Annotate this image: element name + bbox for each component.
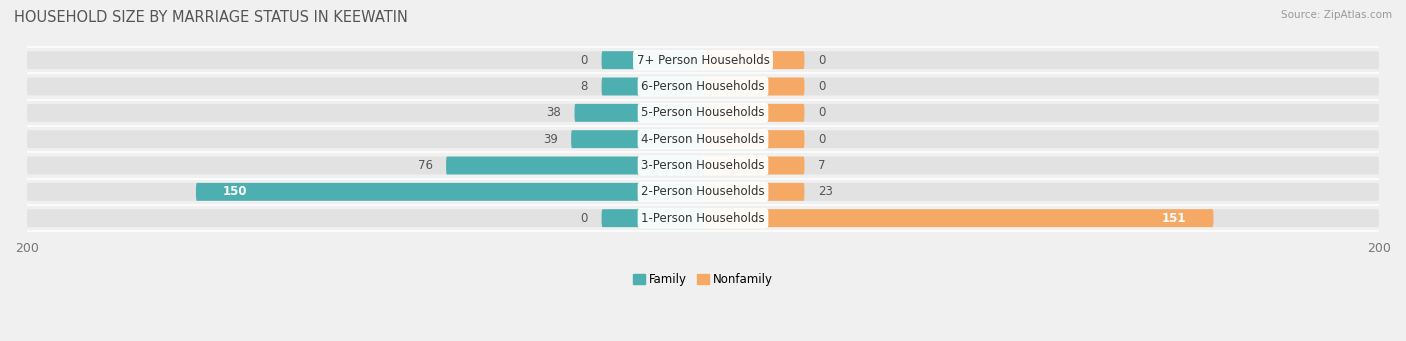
FancyBboxPatch shape xyxy=(575,104,703,122)
FancyBboxPatch shape xyxy=(703,183,804,201)
FancyBboxPatch shape xyxy=(602,51,703,69)
FancyBboxPatch shape xyxy=(195,183,703,201)
Text: Source: ZipAtlas.com: Source: ZipAtlas.com xyxy=(1281,10,1392,20)
Text: 8: 8 xyxy=(581,80,588,93)
Text: 39: 39 xyxy=(543,133,558,146)
FancyBboxPatch shape xyxy=(27,104,1379,122)
Text: 0: 0 xyxy=(818,54,825,67)
Text: 150: 150 xyxy=(224,186,247,198)
FancyBboxPatch shape xyxy=(703,51,804,69)
Text: 0: 0 xyxy=(581,54,588,67)
FancyBboxPatch shape xyxy=(703,209,1213,227)
Legend: Family, Nonfamily: Family, Nonfamily xyxy=(633,273,773,286)
FancyBboxPatch shape xyxy=(602,77,703,95)
Text: 0: 0 xyxy=(818,133,825,146)
Text: 0: 0 xyxy=(818,80,825,93)
FancyBboxPatch shape xyxy=(27,77,1379,95)
FancyBboxPatch shape xyxy=(703,130,804,148)
FancyBboxPatch shape xyxy=(27,157,1379,175)
FancyBboxPatch shape xyxy=(27,130,1379,148)
FancyBboxPatch shape xyxy=(703,157,804,175)
Text: 23: 23 xyxy=(818,186,832,198)
FancyBboxPatch shape xyxy=(571,130,703,148)
FancyBboxPatch shape xyxy=(27,183,1379,201)
Text: 151: 151 xyxy=(1161,212,1187,225)
Text: 5-Person Households: 5-Person Households xyxy=(641,106,765,119)
FancyBboxPatch shape xyxy=(602,209,703,227)
Text: HOUSEHOLD SIZE BY MARRIAGE STATUS IN KEEWATIN: HOUSEHOLD SIZE BY MARRIAGE STATUS IN KEE… xyxy=(14,10,408,25)
Text: 38: 38 xyxy=(547,106,561,119)
FancyBboxPatch shape xyxy=(703,104,804,122)
Text: 7+ Person Households: 7+ Person Households xyxy=(637,54,769,67)
Text: 6-Person Households: 6-Person Households xyxy=(641,80,765,93)
FancyBboxPatch shape xyxy=(703,77,804,95)
Text: 0: 0 xyxy=(581,212,588,225)
Text: 3-Person Households: 3-Person Households xyxy=(641,159,765,172)
Text: 76: 76 xyxy=(418,159,433,172)
Text: 4-Person Households: 4-Person Households xyxy=(641,133,765,146)
Text: 0: 0 xyxy=(818,106,825,119)
FancyBboxPatch shape xyxy=(446,157,703,175)
FancyBboxPatch shape xyxy=(27,209,1379,227)
Text: 1-Person Households: 1-Person Households xyxy=(641,212,765,225)
Text: 7: 7 xyxy=(818,159,825,172)
FancyBboxPatch shape xyxy=(27,51,1379,69)
Text: 2-Person Households: 2-Person Households xyxy=(641,186,765,198)
